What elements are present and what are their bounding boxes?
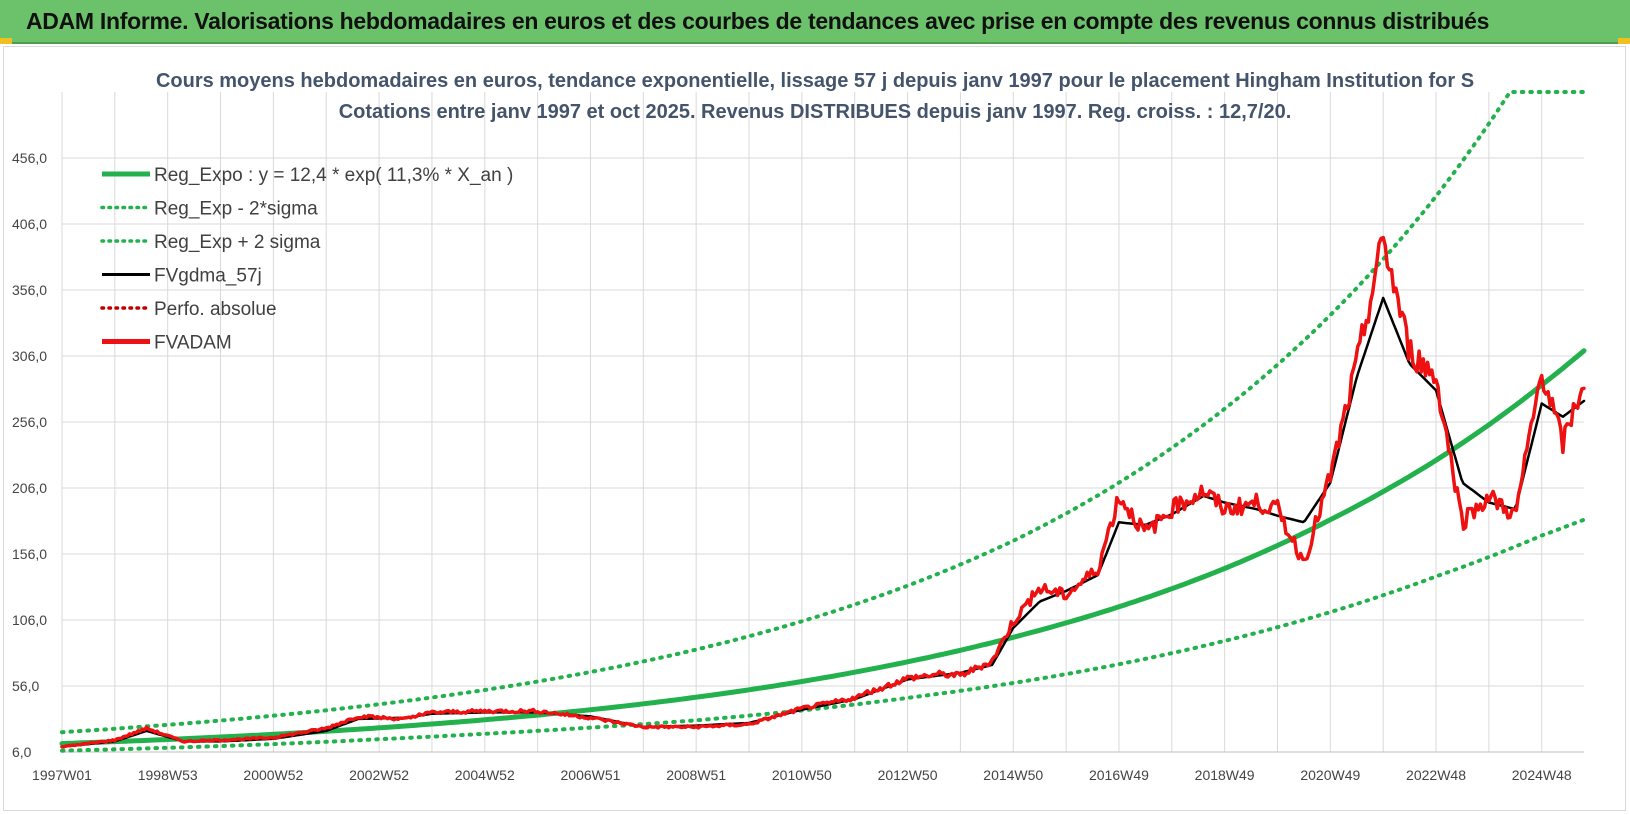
y-tick-label: 6,0 [12, 744, 32, 760]
grid [61, 92, 1584, 753]
legend-label: Reg_Exp - 2*sigma [154, 199, 318, 220]
x-tick-label: 2006W51 [561, 767, 621, 783]
y-tick-label: 56,0 [12, 678, 39, 694]
y-tick-label: 456,0 [12, 150, 47, 166]
x-axis-labels: 1997W01 1998W53 2000W52 2002W52 2004W52 2006W… [32, 767, 1572, 783]
series-reg-exp-minus-2sigma [60, 517, 1586, 753]
y-tick-label: 356,0 [12, 282, 47, 298]
y-tick-label: 106,0 [12, 612, 47, 628]
series-fvadam [60, 235, 1586, 749]
chart-subtitle: Cotations entre janv 1997 et oct 2025. R… [339, 101, 1292, 123]
legend: Reg_Expo : y = 12,4 * exp( 11,3% * X_an … [100, 165, 513, 354]
x-tick-label: 2012W50 [878, 767, 938, 783]
legend-label: Reg_Expo : y = 12,4 * exp( 11,3% * X_an … [154, 165, 513, 186]
series-reg-exp-plus-2sigma [60, 90, 1586, 735]
y-tick-label: 306,0 [12, 348, 47, 364]
x-tick-label: 2010W50 [772, 767, 832, 783]
x-tick-label: 2024W48 [1512, 767, 1572, 783]
x-tick-label: 2016W49 [1089, 767, 1149, 783]
y-axis-labels: 6,0 56,0 106,0 156,0 206,0 256,0 306,0 356,0 406… [12, 150, 47, 760]
y-tick-label: 406,0 [12, 216, 47, 232]
x-tick-label: 2022W48 [1406, 767, 1466, 783]
x-tick-label: 1998W53 [138, 767, 198, 783]
x-tick-label: 2000W52 [243, 767, 303, 783]
series-layer [59, 90, 1587, 753]
chart-frame [3, 46, 1626, 811]
corner-mark-left [0, 38, 12, 44]
x-tick-label: 2018W49 [1195, 767, 1255, 783]
legend-label: FVADAM [154, 333, 232, 354]
x-tick-label: 2008W51 [666, 767, 726, 783]
title-banner: ADAM Informe. Valorisations hebdomadaire… [0, 0, 1630, 44]
x-tick-label: 2002W52 [349, 767, 409, 783]
series-reg-expo [59, 348, 1587, 747]
legend-label: FVgdma_57j [154, 266, 262, 287]
legend-label: Perfo. absolue [154, 299, 277, 320]
x-tick-label: 2004W52 [455, 767, 515, 783]
chart-title: Cours moyens hebdomadaires en euros, ten… [156, 70, 1474, 92]
x-tick-label: 2014W50 [983, 767, 1043, 783]
corner-mark-right [1618, 38, 1630, 44]
x-tick-label: 1997W01 [32, 767, 92, 783]
page-title: ADAM Informe. Valorisations hebdomadaire… [26, 8, 1490, 34]
legend-label: Reg_Exp + 2 sigma [154, 232, 321, 253]
y-tick-label: 206,0 [12, 480, 47, 496]
y-tick-label: 156,0 [12, 546, 47, 562]
x-tick-label: 2020W49 [1300, 767, 1360, 783]
y-tick-label: 256,0 [12, 414, 47, 430]
